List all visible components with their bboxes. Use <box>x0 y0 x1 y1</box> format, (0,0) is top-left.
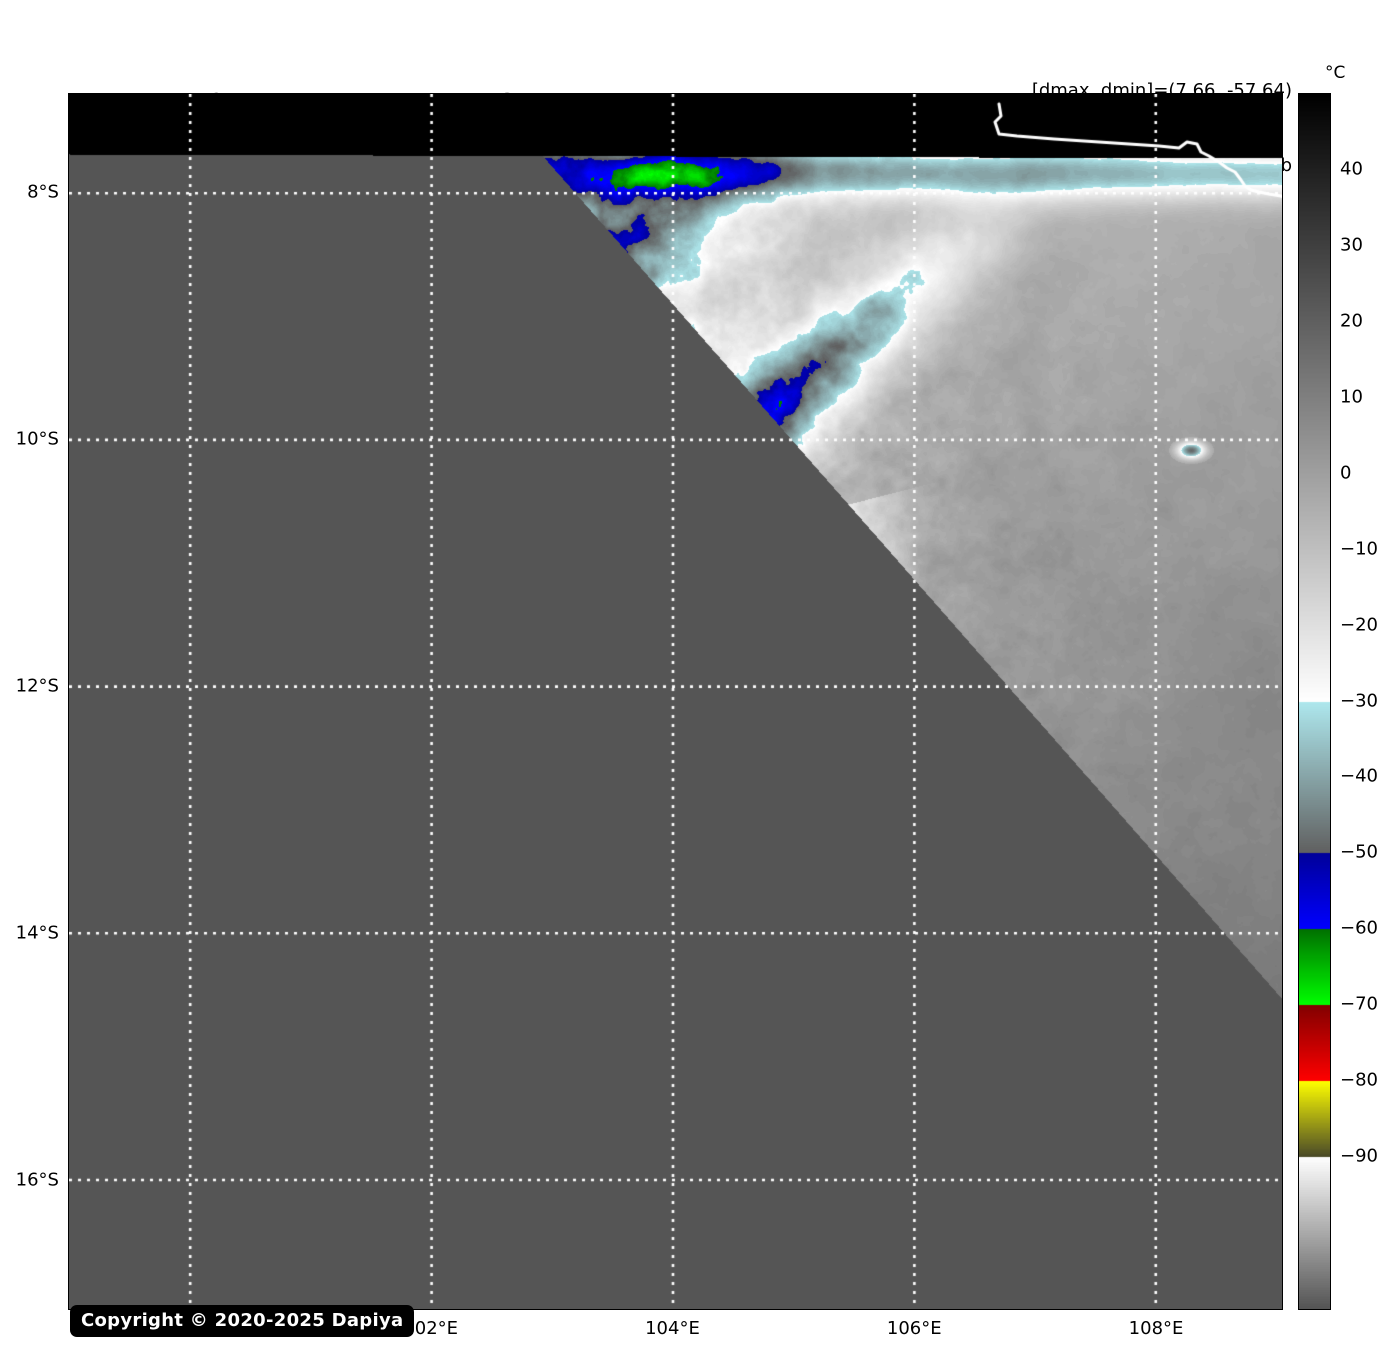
colorbar-tick-11: −70 <box>1340 993 1378 1015</box>
colorbar-gradient <box>1299 94 1330 1309</box>
x-axis-tick-106°E: 106°E <box>886 1318 942 1339</box>
colorbar <box>1298 93 1331 1310</box>
colorbar-tick-5: −10 <box>1340 538 1378 560</box>
x-axis-tick-104°E: 104°E <box>645 1318 700 1339</box>
colorbar-tick-8: −40 <box>1340 765 1378 787</box>
colorbar-tick-7: −30 <box>1340 690 1378 711</box>
colorbar-tick-0: 40 <box>1340 158 1363 180</box>
colorbar-tick-3: 10 <box>1340 386 1363 408</box>
x-axis-tick-102°E: 102°E <box>403 1318 459 1339</box>
colorbar-tick-4: 0 <box>1340 462 1352 484</box>
y-axis-tick-14°S: 14°S <box>15 922 59 944</box>
satellite-image-plot[interactable] <box>68 93 1283 1310</box>
colorbar-tick-9: −50 <box>1340 841 1378 863</box>
copyright-watermark: Copyright © 2020-2025 Dapiya <box>70 1305 415 1337</box>
colorbar-units-label: °C <box>1325 63 1346 83</box>
y-axis-tick-12°S: 12°S <box>15 675 59 697</box>
colorbar-tick-2: 20 <box>1340 310 1363 332</box>
y-axis-tick-10°S: 10°S <box>15 428 59 450</box>
colorbar-tick-12: −80 <box>1340 1069 1378 1091</box>
colorbar-tick-13: −90 <box>1340 1145 1378 1167</box>
colorbar-tick-10: −60 <box>1340 917 1378 939</box>
infrared-brightness-temperature-raster <box>69 94 1282 1309</box>
colorbar-tick-1: 30 <box>1340 234 1363 256</box>
colorbar-tick-6: −20 <box>1340 614 1378 636</box>
y-axis-tick-16°S: 16°S <box>15 1169 59 1191</box>
y-axis-tick-8°S: 8°S <box>27 181 59 203</box>
x-axis-tick-108°E: 108°E <box>1128 1318 1184 1339</box>
